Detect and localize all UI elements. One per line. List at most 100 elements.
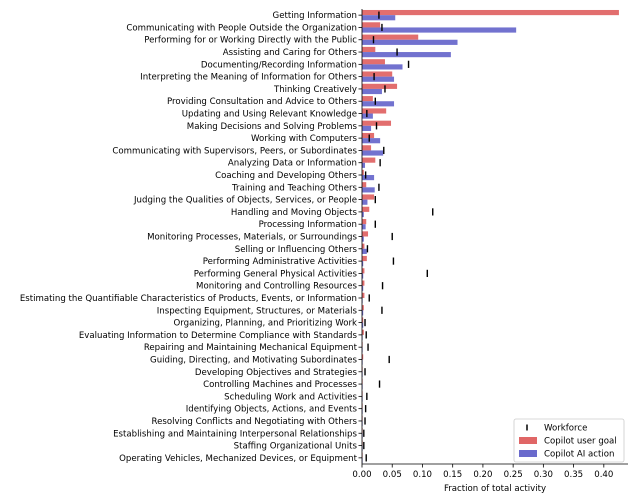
category-label: Coaching and Developing Others [215,171,357,181]
category-label: Analyzing Data or Information [228,159,357,169]
legend-box [513,418,625,463]
bar-user-goal [362,317,364,323]
x-tick-label: 0.25 [504,470,523,480]
category-label: Performing Administrative Activities [203,257,358,267]
x-tick-label: 0.30 [534,470,553,480]
bar-user-goal [362,169,364,176]
category-label: Making Decisions and Solving Problems [187,122,358,132]
category-label: Operating Vehicles, Mechanized Devices, … [119,454,357,464]
bar-user-goal [362,219,367,225]
bar-user-goal [362,9,619,16]
bar-user-goal [362,206,370,212]
category-label: Evaluating Information to Determine Comp… [79,331,358,341]
category-label: Getting Information [273,11,357,21]
bar-user-goal [362,255,367,262]
bar-ai-action [362,162,366,168]
legend-user-goal-label: Copilot user goal [544,437,617,447]
category-label: Organizing, Planning, and Prioritizing W… [173,319,357,329]
bar-user-goal [362,157,376,163]
category-label: Developing Objectives and Strategies [195,368,358,378]
bar-user-goal [362,59,385,65]
x-tick-label: 0.05 [383,470,402,480]
category-label: Monitoring Processes, Materials, or Surr… [147,233,357,243]
x-tick-label: 0.15 [443,470,462,480]
bar-user-goal [362,71,393,77]
bar-user-goal [362,132,375,139]
bar-user-goal [362,329,364,335]
legend: Workforce Copilot user goal Copilot AI a… [513,418,625,463]
category-label: Establishing and Maintaining Interperson… [113,429,357,439]
category-label: Updating and Using Relevant Knowledge [182,110,357,120]
bar-ai-action [362,261,364,267]
category-label: Identifying Objects, Actions, and Events [186,405,358,415]
bar-ai-action [362,175,375,181]
category-label: Guiding, Directing, and Motivating Subor… [150,355,357,365]
bar-user-goal [362,108,387,114]
category-label: Inspecting Equipment, Structures, or Mat… [157,306,358,316]
bar-ai-action [362,273,364,279]
bar-ai-action [362,322,364,328]
x-axis-title: Fraction of total activity [444,484,546,494]
bar-user-goal [362,194,375,200]
bar-ai-action [362,125,372,131]
category-label: Providing Consultation and Advice to Oth… [167,97,357,107]
workforce-markers [363,11,434,462]
bar-ai-action [362,310,364,316]
x-tick-label: 0.00 [352,470,371,480]
category-label: Assisting and Caring for Others [223,48,358,58]
bar-ai-action [362,211,364,218]
bar-ai-action [362,52,451,58]
category-label: Monitoring and Controlling Resources [196,282,357,292]
bar-ai-action [362,88,382,95]
category-label: Controlling Machines and Processes [203,380,357,390]
bar-ai-action [362,138,381,144]
bar-user-goal [362,145,372,151]
category-label: Staffing Organizational Units [234,442,358,452]
bar-ai-action [362,248,367,254]
x-tick-label: 0.20 [473,470,492,480]
category-label: Performing for or Working Directly with … [144,36,357,46]
bar-ai-action [362,76,395,82]
bar-ai-action [362,224,366,230]
legend-ai-action-label: Copilot AI action [544,450,614,460]
bar-ai-action [362,236,364,242]
legend-user-goal-swatch [519,437,537,444]
category-label: Selling or Influencing Others [235,245,358,255]
category-label: Thinking Creatively [273,85,357,95]
bar-user-goal [362,83,398,89]
bar-user-goal [362,280,365,286]
bar-user-goal [362,182,367,188]
bar-ai-action [362,199,368,205]
category-label: Repairing and Maintaining Mechanical Equ… [144,343,358,353]
bar-ai-action [362,187,375,193]
bar-ai-action [362,150,384,156]
bar-user-goal [362,231,369,237]
x-tick-label: 0.40 [594,470,613,480]
category-labels: Getting Information Communicating with Pe… [20,11,362,464]
axes [361,9,628,465]
legend-workforce-label: Workforce [544,424,587,434]
category-label: Documenting/Recording Information [201,60,357,70]
bar-ai-action [362,285,364,291]
bar-user-goal [362,268,365,274]
x-tick-label: 0.10 [413,470,432,480]
x-ticks: 0.00 0.05 0.10 0.15 0.20 0.25 0.30 0.35 0.40 [352,464,613,480]
bars-layer [362,9,619,464]
bar-ai-action [362,27,517,33]
bar-user-goal [362,96,373,102]
category-label: Communicating with People Outside the Or… [126,23,357,33]
category-label: Performing General Physical Activities [194,269,358,279]
bar-user-goal [362,46,376,53]
category-label: Judging the Qualities of Objects, Servic… [133,196,357,206]
category-label: Resolving Conflicts and Negotiating with… [152,417,358,427]
legend-ai-action-swatch [519,450,537,457]
bar-ai-action [362,39,458,45]
category-label: Handling and Moving Objects [231,208,358,218]
bar-ai-action [362,64,403,70]
bar-ai-action [362,101,395,107]
category-label: Training and Teaching Others [231,183,357,193]
x-tick-label: 0.35 [564,470,583,480]
category-label: Scheduling Work and Activities [224,392,357,402]
category-label: Working with Computers [251,134,357,144]
